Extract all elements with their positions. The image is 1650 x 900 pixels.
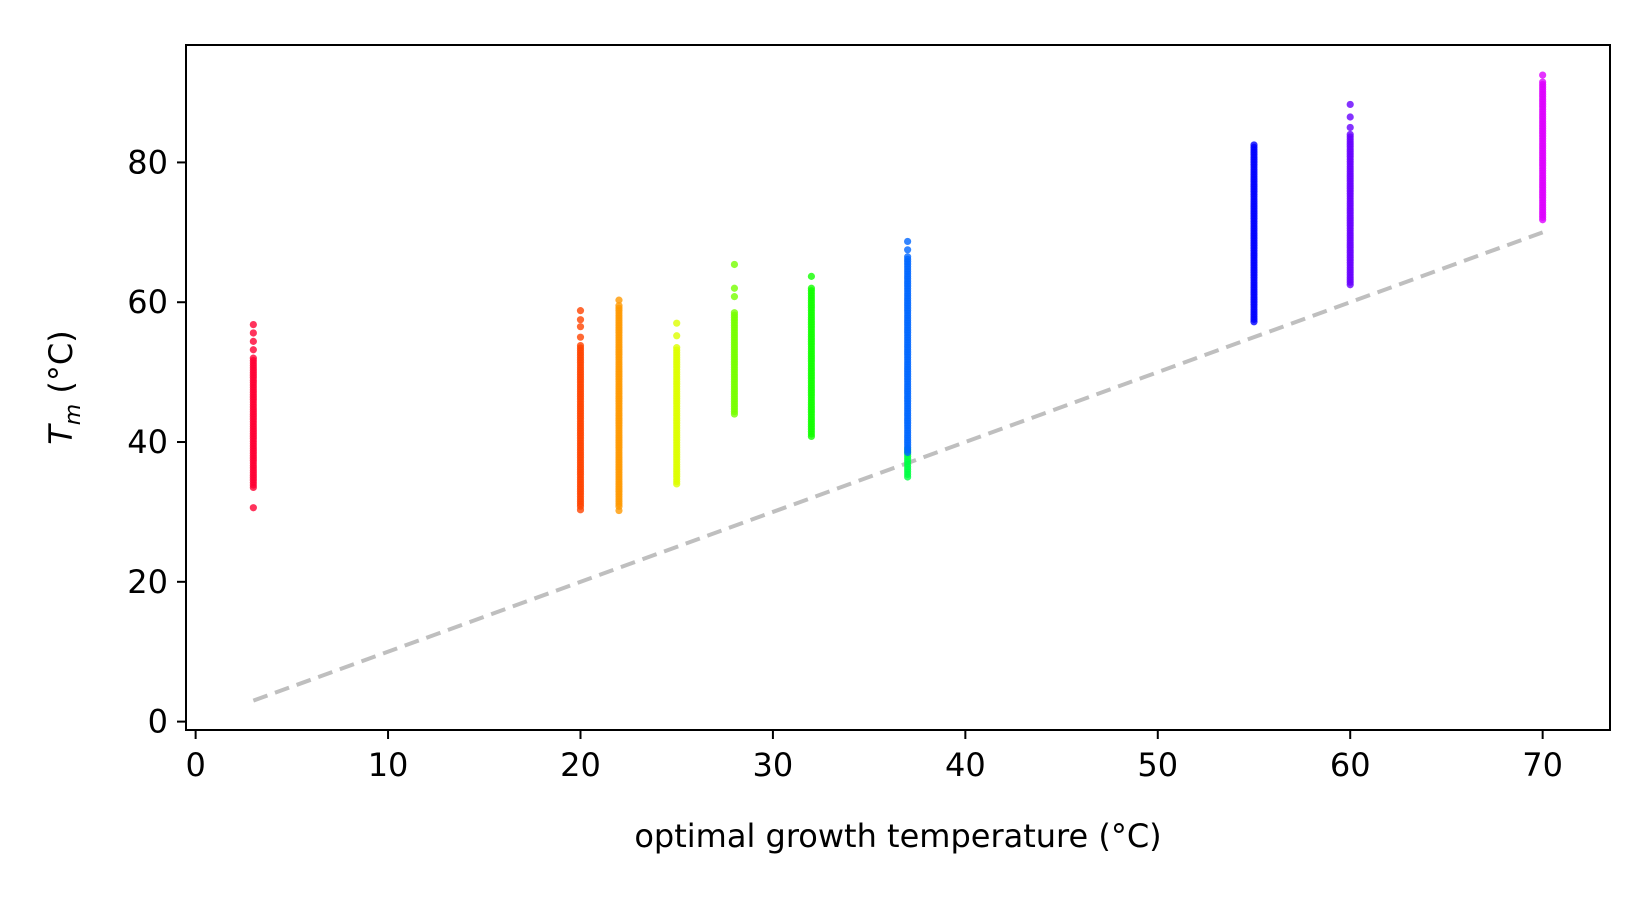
- x-tick-label: 70: [1522, 746, 1563, 784]
- y-axis-label-rest: (°C): [42, 330, 80, 403]
- x-axis: 0 10 20 30 40 50 60 70: [185, 730, 1563, 784]
- series-10: [1539, 71, 1547, 224]
- plot-background: [186, 45, 1610, 730]
- data-point: [1539, 71, 1547, 79]
- data-point: [673, 332, 681, 340]
- y-tick-label: 80: [127, 143, 168, 181]
- x-tick-label: 50: [1137, 746, 1178, 784]
- data-point: [249, 354, 257, 362]
- data-point: [576, 506, 585, 514]
- data-point: [249, 504, 257, 512]
- y-axis-label-sub: m: [61, 404, 86, 425]
- y-tick-label: 60: [127, 283, 168, 321]
- y-tick-label: 20: [127, 563, 168, 601]
- data-point: [576, 316, 585, 324]
- y-tick-label: 40: [127, 423, 168, 461]
- series-3: [673, 319, 681, 488]
- series-5: [807, 272, 816, 441]
- y-axis-label: Tm (°C): [42, 330, 86, 444]
- data-point: [730, 309, 739, 317]
- data-point: [1346, 113, 1354, 121]
- series-9: [1346, 100, 1354, 289]
- x-axis-label: optimal growth temperature (°C): [634, 817, 1161, 855]
- data-point: [807, 284, 816, 292]
- y-tick-label: 0: [148, 703, 168, 741]
- data-point: [576, 307, 585, 315]
- x-tick-label: 20: [560, 746, 601, 784]
- y-axis: 0 20 40 60 80: [127, 143, 186, 741]
- data-point: [576, 323, 585, 331]
- data-point: [1346, 100, 1354, 109]
- data-point: [1346, 130, 1354, 139]
- data-point: [249, 346, 257, 354]
- data-point: [615, 506, 623, 515]
- data-point: [807, 272, 816, 280]
- data-point: [615, 296, 623, 304]
- x-tick-label: 60: [1330, 746, 1371, 784]
- series-0: [249, 320, 257, 512]
- x-tick-label: 30: [753, 746, 794, 784]
- data-points: [249, 71, 1547, 515]
- plot-frame: [185, 44, 1611, 731]
- data-point: [904, 253, 912, 261]
- data-point: [576, 333, 585, 341]
- series-2: [615, 296, 623, 515]
- data-point: [249, 337, 257, 345]
- x-tick-label: 40: [945, 746, 986, 784]
- series-7: [904, 237, 912, 457]
- data-point: [249, 329, 257, 337]
- data-point: [615, 302, 623, 310]
- data-point: [730, 293, 739, 301]
- data-point: [1250, 141, 1258, 149]
- data-point: [673, 319, 681, 327]
- data-point: [673, 344, 681, 352]
- series-4: [730, 260, 739, 418]
- y-axis-label-main: T: [42, 423, 80, 445]
- x-tick-label: 0: [185, 746, 205, 784]
- series-8: [1250, 141, 1258, 326]
- x-tick-label: 10: [368, 746, 409, 784]
- data-point: [1539, 78, 1547, 86]
- data-point: [1346, 123, 1354, 132]
- series-1: [576, 307, 585, 514]
- data-point: [904, 237, 912, 246]
- data-point: [730, 260, 739, 269]
- data-point: [576, 341, 585, 350]
- data-point: [904, 246, 912, 254]
- data-point: [249, 320, 257, 329]
- data-point: [730, 284, 739, 292]
